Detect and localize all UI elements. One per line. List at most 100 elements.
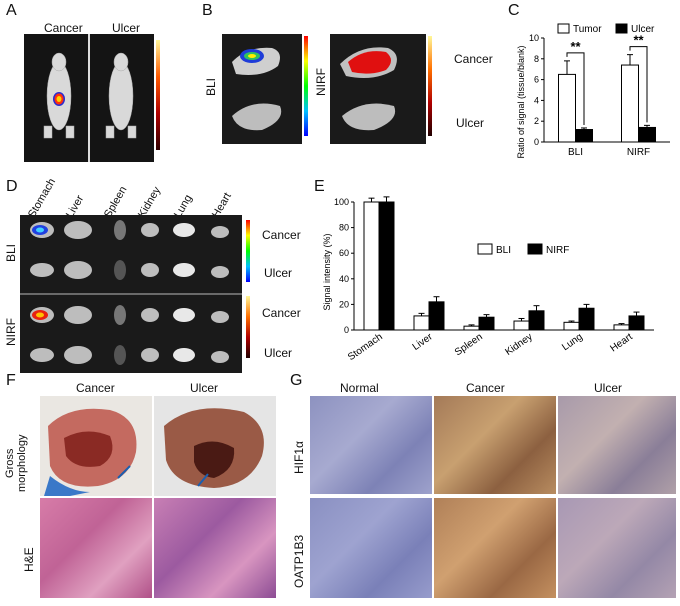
y-tick-label: 80 <box>339 223 349 233</box>
x-tick-label-lung: Lung <box>560 331 585 353</box>
gross-ulcer-photo <box>154 396 276 496</box>
bar-nirf-lung <box>578 307 595 331</box>
y-tick-label: 0 <box>344 325 349 335</box>
y-tick-label: 10 <box>529 33 539 43</box>
significance-bracket <box>629 46 648 123</box>
legend-swatch-bli <box>477 243 493 255</box>
y-tick-label: 8 <box>534 54 539 64</box>
legend-label-ulcer: Ulcer <box>631 24 655 35</box>
panel-b-row-ulcer: Ulcer <box>456 116 485 130</box>
x-tick-label-liver: Liver <box>411 331 436 353</box>
panel-d-row-1: Cancer <box>262 228 301 242</box>
ihc-cancer-oatp1b3 <box>434 498 556 598</box>
y-tick-label: 100 <box>334 197 349 207</box>
x-tick-label-spleen: Spleen <box>453 331 485 358</box>
panel-g-row-oatp1b3: OATP1B3 <box>292 534 306 588</box>
panel-b-row-cancer: Cancer <box>454 52 493 66</box>
bar-nirf-heart <box>628 315 645 331</box>
panel-b-bli-label: BLI <box>204 77 218 96</box>
y-tick-label: 40 <box>339 274 349 284</box>
bar-nirf-spleen <box>478 316 495 331</box>
colorbar-nirf <box>428 36 432 136</box>
panel-a-col-ulcer: Ulcer <box>112 21 141 35</box>
bar-nirf-kidney <box>528 310 545 331</box>
y-tick-label: 0 <box>534 137 539 147</box>
colorbar-d-nirf <box>246 296 250 358</box>
y-tick-label: 2 <box>534 116 539 126</box>
ihc-ulcer-oatp1b3 <box>558 498 676 598</box>
legend-label-bli: BLI <box>496 245 511 256</box>
panel-d-nirf-label: NIRF <box>4 318 18 346</box>
bar-nirf-liver <box>428 301 445 331</box>
panel-d-row-2: Ulcer <box>264 266 293 280</box>
mouse-imaging-photo <box>24 34 154 162</box>
nirf-organ-image <box>330 34 426 144</box>
panel-label-b: B <box>202 2 213 19</box>
panel-d-row-4: Ulcer <box>264 346 293 360</box>
bar-bli-kidney <box>513 320 530 331</box>
panel-g-col-ulcer: Ulcer <box>594 381 623 395</box>
panel-f-row-gross: Gross morphology <box>4 434 28 492</box>
legend-swatch-ulcer <box>615 23 628 34</box>
panel-label-a: A <box>6 2 17 19</box>
legend-label-nirf: NIRF <box>546 245 569 256</box>
panel-d-row-3: Cancer <box>262 306 301 320</box>
x-tick-label-nirf: NIRF <box>627 147 650 158</box>
x-tick-label-bli: BLI <box>568 147 583 158</box>
panel-d-bli-label: BLI <box>4 243 18 262</box>
colorbar-bli <box>304 36 308 136</box>
panel-g-col-cancer: Cancer <box>466 381 505 395</box>
panel-a-col-cancer: Cancer <box>44 21 83 35</box>
organ-imaging-grid <box>20 215 242 373</box>
panel-label-e: E <box>314 178 325 195</box>
he-ulcer-photo <box>154 498 276 598</box>
panel-f-col-ulcer: Ulcer <box>190 381 219 395</box>
y-tick-label: 6 <box>534 75 539 85</box>
bar-tumor-nirf <box>621 64 639 143</box>
bli-organ-image <box>222 34 302 144</box>
he-cancer-photo <box>40 498 152 598</box>
panel-label-d: D <box>6 178 18 195</box>
significance-marker: ** <box>633 33 644 48</box>
y-tick-label: 60 <box>339 248 349 258</box>
y-tick-label: 4 <box>534 95 539 105</box>
ihc-normal-hif1a <box>310 396 432 494</box>
chart-e-ylabel: Signal intensity (%) <box>322 233 332 310</box>
chart-c-ylabel: Ratio of signal (tissue/blank) <box>516 45 526 158</box>
chart-ratio-of-signal: Ratio of signal (tissue/blank) 0 2 4 6 8 10 BL… <box>516 23 670 159</box>
significance-bracket <box>566 52 585 125</box>
chart-signal-intensity: Signal intensity (%) 0 20 40 60 80 100 Stomach… <box>322 196 654 363</box>
panel-f-col-cancer: Cancer <box>76 381 115 395</box>
ihc-cancer-hif1a <box>434 396 556 494</box>
bar-bli-lung <box>563 321 580 331</box>
panel-label-f: F <box>6 372 16 389</box>
x-tick-label-stomach: Stomach <box>346 331 385 363</box>
bar-ulcer-nirf <box>638 126 656 143</box>
ihc-ulcer-hif1a <box>558 396 676 494</box>
panel-b-nirf-label: NIRF <box>314 68 328 96</box>
bar-nirf-stomach <box>378 201 395 331</box>
colorbar-d-bli <box>246 220 250 282</box>
gross-cancer-photo <box>40 396 152 496</box>
panel-label-g: G <box>290 372 303 389</box>
panel-g-col-normal: Normal <box>340 381 379 395</box>
y-tick-label: 20 <box>339 299 349 309</box>
bar-tumor-bli <box>558 73 576 143</box>
bar-bli-spleen <box>463 325 480 331</box>
panel-g-row-hif1a: HIF1α <box>292 441 306 474</box>
panel-label-c: C <box>508 2 520 19</box>
colorbar-a <box>156 40 160 150</box>
x-tick-label-heart: Heart <box>608 331 635 354</box>
ihc-normal-oatp1b3 <box>310 498 432 598</box>
bar-ulcer-bli <box>575 129 593 143</box>
bar-bli-heart <box>613 324 630 331</box>
organ-header-stomach: Stomach <box>26 176 59 220</box>
x-tick-label-kidney: Kidney <box>503 331 534 358</box>
legend-swatch-tumor <box>557 23 570 34</box>
bar-bli-stomach <box>363 201 380 331</box>
legend-swatch-nirf <box>527 243 543 255</box>
legend-label-tumor: Tumor <box>573 24 602 35</box>
bar-bli-liver <box>413 315 430 331</box>
significance-marker: ** <box>570 39 581 54</box>
panel-f-row-he: H&E <box>22 547 36 572</box>
